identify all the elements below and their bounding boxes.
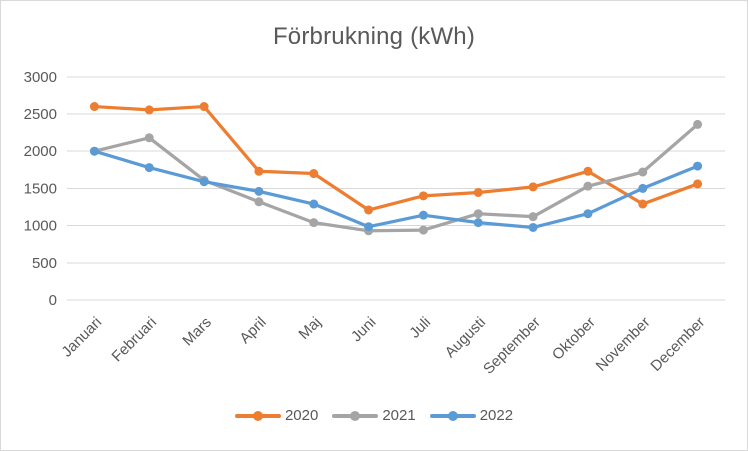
chart-title: Förbrukning (kWh) bbox=[272, 23, 476, 50]
legend-item-2020[interactable]: 2020 bbox=[234, 407, 319, 424]
data-point-2020-Juli bbox=[418, 191, 428, 201]
data-point-2020-Augusti bbox=[473, 187, 483, 197]
x-axis-tick-label: April bbox=[237, 314, 270, 347]
legend-line-marker-swatch bbox=[234, 410, 281, 422]
y-axis-tick-label: 0 bbox=[49, 292, 57, 309]
y-axis-tick-label: 500 bbox=[32, 255, 57, 272]
legend-label: 2020 bbox=[284, 407, 319, 424]
series-line-2020 bbox=[92, 104, 700, 212]
data-point-2022-Maj bbox=[309, 199, 319, 209]
legend-line-marker-swatch bbox=[332, 410, 379, 422]
data-point-2021-Maj bbox=[309, 218, 319, 228]
data-point-2020-December bbox=[693, 179, 703, 189]
data-point-2021-Augusti bbox=[473, 209, 483, 219]
data-point-2020-November bbox=[638, 199, 648, 209]
data-point-2021-September bbox=[528, 212, 538, 222]
x-axis-tick-label: Maj bbox=[295, 314, 324, 343]
data-point-2022-April bbox=[254, 186, 264, 196]
x-axis-tick-label: Januari bbox=[58, 314, 105, 361]
x-axis-tick-label: December bbox=[647, 314, 708, 375]
x-axis-tick-label: September bbox=[480, 314, 544, 378]
series-line-2022 bbox=[92, 149, 700, 230]
data-point-2022-Februari bbox=[144, 163, 154, 173]
data-point-2020-Februari bbox=[144, 105, 154, 115]
x-axis-tick-label: Augusti bbox=[442, 314, 489, 361]
legend-line-marker-swatch bbox=[429, 410, 476, 422]
chart-legend: 2020 2021 2022 bbox=[1, 408, 747, 423]
data-point-2021-Juli bbox=[418, 225, 428, 235]
data-point-2020-September bbox=[528, 182, 538, 192]
data-point-2022-November bbox=[638, 183, 648, 193]
data-point-2021-Februari bbox=[144, 133, 154, 143]
x-axis-tick-label: Oktober bbox=[549, 314, 599, 364]
data-point-2022-September bbox=[528, 222, 538, 232]
data-point-2022-Mars bbox=[199, 177, 209, 187]
data-point-2022-December bbox=[693, 161, 703, 171]
data-point-2021-Oktober bbox=[583, 181, 593, 191]
data-point-2022-Juni bbox=[364, 222, 374, 232]
data-point-2020-Juni bbox=[364, 205, 374, 215]
data-point-2021-December bbox=[693, 119, 703, 129]
data-point-2022-Augusti bbox=[473, 218, 483, 228]
data-point-2020-Januari bbox=[89, 102, 99, 112]
data-point-2021-November bbox=[638, 167, 648, 177]
data-point-2022-Juli bbox=[418, 210, 428, 220]
data-point-2020-Mars bbox=[199, 102, 209, 112]
data-point-2022-Januari bbox=[89, 146, 99, 156]
x-axis-tick-label: November bbox=[593, 314, 654, 375]
legend-item-2022[interactable]: 2022 bbox=[429, 407, 514, 424]
data-point-2020-Oktober bbox=[583, 166, 593, 176]
y-axis-tick-label: 3000 bbox=[24, 69, 57, 86]
y-axis-tick-label: 2500 bbox=[24, 106, 57, 123]
legend-item-2021[interactable]: 2021 bbox=[332, 407, 416, 424]
x-axis-tick-label: Mars bbox=[179, 314, 215, 350]
data-point-2021-April bbox=[254, 197, 264, 207]
y-axis-tick-label: 1500 bbox=[24, 180, 57, 197]
y-axis-tick-label: 1000 bbox=[24, 218, 57, 235]
x-axis-tick-label: Februari bbox=[109, 314, 161, 366]
series-line-2021 bbox=[92, 122, 700, 233]
data-point-2020-Maj bbox=[309, 169, 319, 179]
legend-label: 2021 bbox=[382, 407, 416, 424]
x-axis-tick-label: Juli bbox=[406, 314, 434, 342]
x-axis-tick-label: Juni bbox=[348, 314, 379, 345]
data-point-2020-April bbox=[254, 166, 264, 176]
y-axis-tick-label: 2000 bbox=[24, 143, 57, 160]
data-point-2022-Oktober bbox=[583, 209, 593, 219]
legend-label: 2022 bbox=[479, 407, 514, 424]
